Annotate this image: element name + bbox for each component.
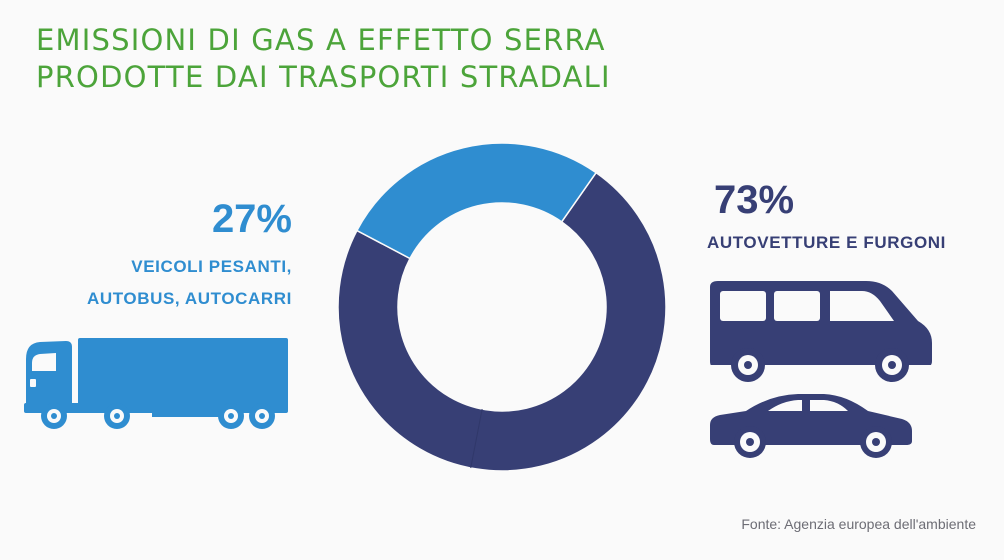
heavy-vehicles-percent: 27% xyxy=(211,197,292,241)
heavy-vehicles-label: VEICOLI PESANTI, AUTOBUS, AUTOCARRI xyxy=(87,251,292,315)
heavy-vehicles-label-line-1: VEICOLI PESANTI, xyxy=(131,257,292,276)
donut-inner-divider xyxy=(470,408,483,469)
title-line-2: PRODOTTE DAI TRASPORTI STRADALI xyxy=(36,60,611,94)
van-icon xyxy=(710,281,932,382)
title-line-1: EMISSIONI DI GAS A EFFETTO SERRA xyxy=(36,23,606,57)
cars-label: AUTOVETTURE E FURGONI xyxy=(707,233,946,252)
donut-slice-cars-vans xyxy=(337,171,667,472)
heavy-vehicles-label-line-2: AUTOBUS, AUTOCARRI xyxy=(86,289,292,308)
chart-title: EMISSIONI DI GAS A EFFETTO SERRA PRODOTT… xyxy=(36,22,611,96)
donut-slice-heavy-vehicles xyxy=(355,142,598,260)
cars-percent: 73% xyxy=(714,178,795,222)
truck-icon xyxy=(24,338,288,429)
car-icon xyxy=(710,394,912,458)
source-note: Fonte: Agenzia europea dell'ambiente xyxy=(741,516,976,532)
